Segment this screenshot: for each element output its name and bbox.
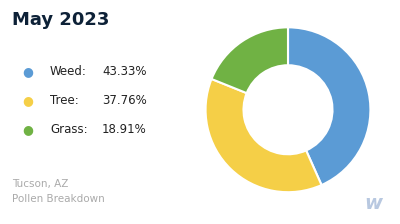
Text: Tree:: Tree: (50, 94, 79, 107)
Text: 18.91%: 18.91% (102, 123, 147, 136)
Text: 43.33%: 43.33% (102, 65, 146, 78)
Text: ●: ● (22, 94, 34, 107)
Wedge shape (212, 27, 288, 93)
Wedge shape (206, 79, 322, 192)
Text: Tucson, AZ
Pollen Breakdown: Tucson, AZ Pollen Breakdown (12, 179, 105, 204)
Text: Weed:: Weed: (50, 65, 87, 78)
Text: 37.76%: 37.76% (102, 94, 147, 107)
Text: ●: ● (22, 65, 34, 78)
Text: Grass:: Grass: (50, 123, 88, 136)
Wedge shape (288, 27, 370, 185)
Text: w: w (364, 194, 382, 213)
Text: May 2023: May 2023 (12, 11, 109, 29)
Text: ●: ● (22, 123, 34, 136)
